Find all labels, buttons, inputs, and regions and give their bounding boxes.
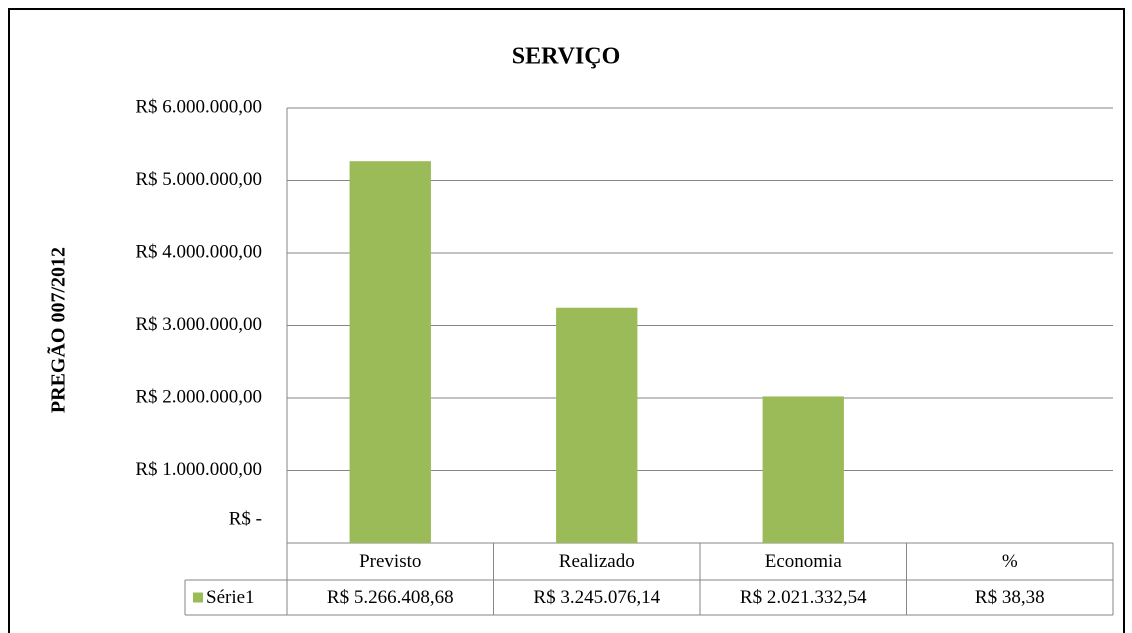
- chart-title: SERVIÇO: [512, 44, 621, 70]
- table-value: R$ 3.245.076,14: [533, 587, 660, 608]
- y-tick-label: R$ -: [229, 508, 262, 529]
- bar: [556, 307, 638, 543]
- bar: [349, 161, 431, 543]
- x-tick-label: Economia: [765, 551, 843, 572]
- y-axis-label: PREGÃO 007/2012: [47, 247, 70, 413]
- y-tick-label: R$ 1.000.000,00: [135, 459, 262, 480]
- table-value: R$ 38,38: [975, 587, 1045, 608]
- y-tick-label: R$ 5.000.000,00: [135, 169, 262, 190]
- legend-swatch: [193, 592, 203, 603]
- bar: [762, 396, 844, 543]
- y-tick-label: R$ 2.000.000,00: [135, 386, 262, 407]
- legend-label: Série1: [206, 587, 255, 608]
- y-tick-label: R$ 4.000.000,00: [135, 241, 262, 262]
- x-tick-label: %: [1002, 551, 1018, 572]
- y-tick-label: R$ 6.000.000,00: [135, 96, 262, 117]
- x-tick-label: Previsto: [359, 551, 421, 572]
- y-tick-label: R$ 3.000.000,00: [135, 314, 262, 335]
- x-tick-label: Realizado: [559, 551, 635, 572]
- table-value: R$ 5.266.408,68: [327, 587, 454, 608]
- table-value: R$ 2.021.332,54: [740, 587, 867, 608]
